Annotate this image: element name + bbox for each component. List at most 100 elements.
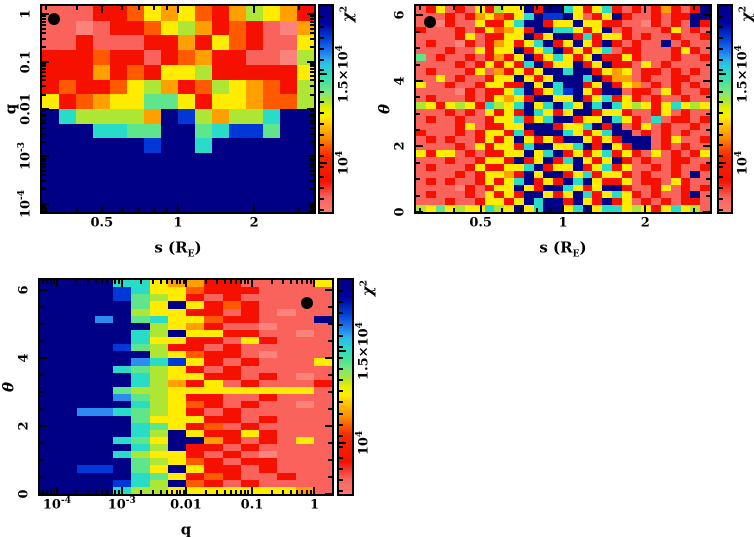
heatmap-cell	[445, 109, 456, 116]
heatmap-cell	[277, 344, 296, 352]
heatmap-cell	[297, 6, 314, 21]
heatmap-cell	[295, 394, 314, 402]
heatmap-cell	[167, 315, 186, 323]
heatmap-cell	[425, 198, 436, 206]
heatmap-cell	[149, 294, 168, 302]
heatmap-cell	[621, 136, 632, 144]
heatmap-cell	[651, 81, 661, 89]
tick-mark	[310, 71, 314, 74]
colorbar-tick	[320, 69, 324, 72]
heatmap-cell	[494, 54, 505, 61]
heatmap-cell	[416, 184, 426, 192]
heatmap-cell	[592, 205, 603, 212]
heatmap-cell	[58, 394, 77, 402]
heatmap-cell	[563, 177, 573, 185]
heatmap-cell	[504, 12, 514, 20]
heatmap-cell	[514, 12, 524, 20]
heatmap-cell	[277, 465, 296, 473]
heatmap-cell	[563, 184, 573, 192]
heatmap-cell	[240, 351, 259, 359]
heatmap-cell	[661, 67, 671, 75]
heatmap-cell	[690, 95, 701, 103]
heatmap-cell	[76, 301, 95, 309]
heatmap-cell	[445, 33, 456, 41]
heatmap-cell	[259, 337, 278, 345]
heatmap-cell	[661, 170, 671, 178]
heatmap-cell	[40, 358, 59, 366]
colorbar-tick	[719, 133, 723, 136]
heatmap-cell	[113, 444, 132, 452]
colorbar-tick	[320, 58, 324, 61]
tick-mark	[175, 280, 178, 284]
heatmap-cell	[582, 150, 593, 158]
tick-mark	[42, 115, 46, 118]
heatmap-cell	[631, 129, 642, 137]
heatmap-cell	[612, 47, 622, 55]
heatmap-cell	[641, 12, 652, 20]
heatmap-cell	[167, 372, 186, 380]
heatmap-cell	[504, 122, 514, 130]
tick-mark	[224, 490, 227, 494]
heatmap-cell	[533, 143, 544, 151]
heatmap-cell	[533, 136, 544, 144]
heatmap-cell	[280, 20, 297, 36]
heatmap-cell	[435, 150, 446, 158]
heatmap-cell	[553, 102, 563, 109]
heatmap-cell	[131, 422, 150, 430]
colorbar-tick-label: 104	[355, 430, 372, 455]
heatmap-cell	[680, 177, 691, 185]
heatmap-cell	[504, 33, 514, 41]
tick-mark	[416, 96, 420, 99]
colorbar-tick-label: 1.5×104	[734, 45, 751, 103]
tick-mark	[42, 207, 46, 210]
heatmap-cell	[42, 79, 59, 95]
heatmap-cell	[455, 136, 465, 144]
tick-mark	[305, 280, 308, 284]
heatmap-cell	[631, 19, 642, 27]
heatmap-cell	[523, 26, 534, 34]
heatmap-cell	[602, 122, 612, 130]
heatmap-cell	[445, 163, 456, 171]
heatmap-cell	[222, 372, 241, 380]
heatmap-cell	[700, 19, 710, 27]
heatmap-cell	[553, 157, 563, 164]
heatmap-cell	[661, 129, 671, 137]
heatmap-cell	[295, 280, 314, 288]
heatmap-cell	[612, 60, 622, 68]
tick-mark	[310, 38, 314, 40]
heatmap-cell	[670, 95, 681, 103]
heatmap-cell	[277, 287, 296, 295]
heatmap-cell	[167, 329, 186, 338]
heatmap-cell	[259, 358, 278, 366]
tick-mark	[310, 79, 314, 82]
heatmap-cell	[110, 79, 127, 95]
heatmap-cell	[127, 153, 144, 168]
heatmap-cell	[222, 308, 241, 316]
heatmap-cell	[504, 150, 514, 158]
heatmap-cell	[240, 365, 259, 373]
heatmap-cell	[229, 182, 246, 198]
heatmap-cell	[127, 20, 144, 36]
heatmap-cell	[602, 60, 612, 68]
heatmap-cell	[178, 64, 195, 80]
heatmap-cell	[661, 40, 671, 48]
heatmap-cell	[435, 54, 446, 61]
heatmap-cell	[240, 458, 259, 466]
heatmap-cell	[670, 129, 681, 137]
tick-mark	[246, 280, 249, 284]
heatmap-cell	[474, 115, 485, 123]
tick-mark	[165, 208, 168, 212]
heatmap-cell	[58, 479, 77, 487]
heatmap-cell	[572, 150, 583, 158]
heatmap-cell	[435, 95, 446, 103]
heatmap-cell	[700, 74, 710, 82]
heatmap-cell	[204, 358, 223, 366]
heatmap-cell	[76, 458, 95, 466]
heatmap-cell	[58, 351, 77, 359]
heatmap-cell	[76, 436, 95, 445]
heatmap-cell	[295, 401, 314, 409]
tick-mark	[42, 15, 46, 18]
tick-mark	[151, 490, 154, 494]
heatmap-cell	[553, 54, 563, 61]
heatmap-cell	[494, 6, 505, 13]
